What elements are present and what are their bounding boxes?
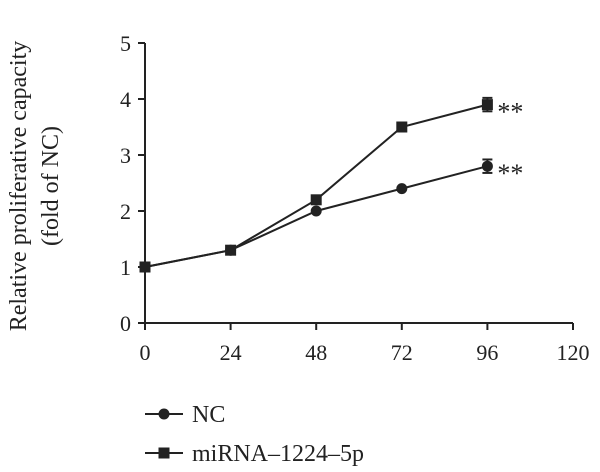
y-tick-label: 0	[120, 311, 131, 336]
legend-item-0: NC	[145, 402, 225, 428]
significance-label: **	[497, 98, 523, 127]
legend-marker	[158, 408, 170, 420]
data-point	[310, 194, 322, 206]
y-tick-label: 3	[120, 143, 131, 168]
series-line	[144, 103, 488, 268]
legend-marker	[158, 447, 170, 459]
data-point	[396, 121, 408, 133]
data-point	[139, 261, 151, 273]
significance-label: **	[497, 159, 523, 188]
x-tick-label: 96	[476, 340, 498, 365]
legend-item-1: miRNA–1224–5p	[145, 441, 364, 467]
x-tick-label: 120	[557, 340, 590, 365]
y-tick-label: 5	[120, 31, 131, 56]
data-point	[396, 183, 408, 195]
axes: 0 1 2 3 4 5 0 24 48 72 96 120	[120, 31, 590, 365]
legend-label: NC	[192, 402, 225, 428]
y-axis-title-line1: Relative proliferative capacity	[6, 41, 32, 332]
data-point	[481, 160, 493, 172]
y-tick-label: 4	[120, 87, 131, 112]
plot-area: ** **	[139, 96, 523, 273]
data-point	[481, 99, 493, 111]
data-point	[310, 205, 322, 217]
x-tick-label: 72	[391, 340, 413, 365]
x-tick-label: 48	[305, 340, 327, 365]
legend: NC miRNA–1224–5p	[145, 402, 364, 467]
series-1: **	[139, 96, 523, 273]
y-tick-label: 2	[120, 199, 131, 224]
y-axis-title-line2: (fold of NC)	[38, 126, 64, 246]
x-tick-label: 24	[220, 340, 242, 365]
y-axis-title: Relative proliferative capacity (fold of…	[6, 41, 64, 332]
series-line	[144, 165, 488, 268]
y-tick-label: 1	[120, 255, 131, 280]
x-tick-label: 0	[140, 340, 151, 365]
series-0: **	[139, 158, 523, 273]
legend-label: miRNA–1224–5p	[192, 441, 364, 467]
data-point	[225, 244, 237, 256]
